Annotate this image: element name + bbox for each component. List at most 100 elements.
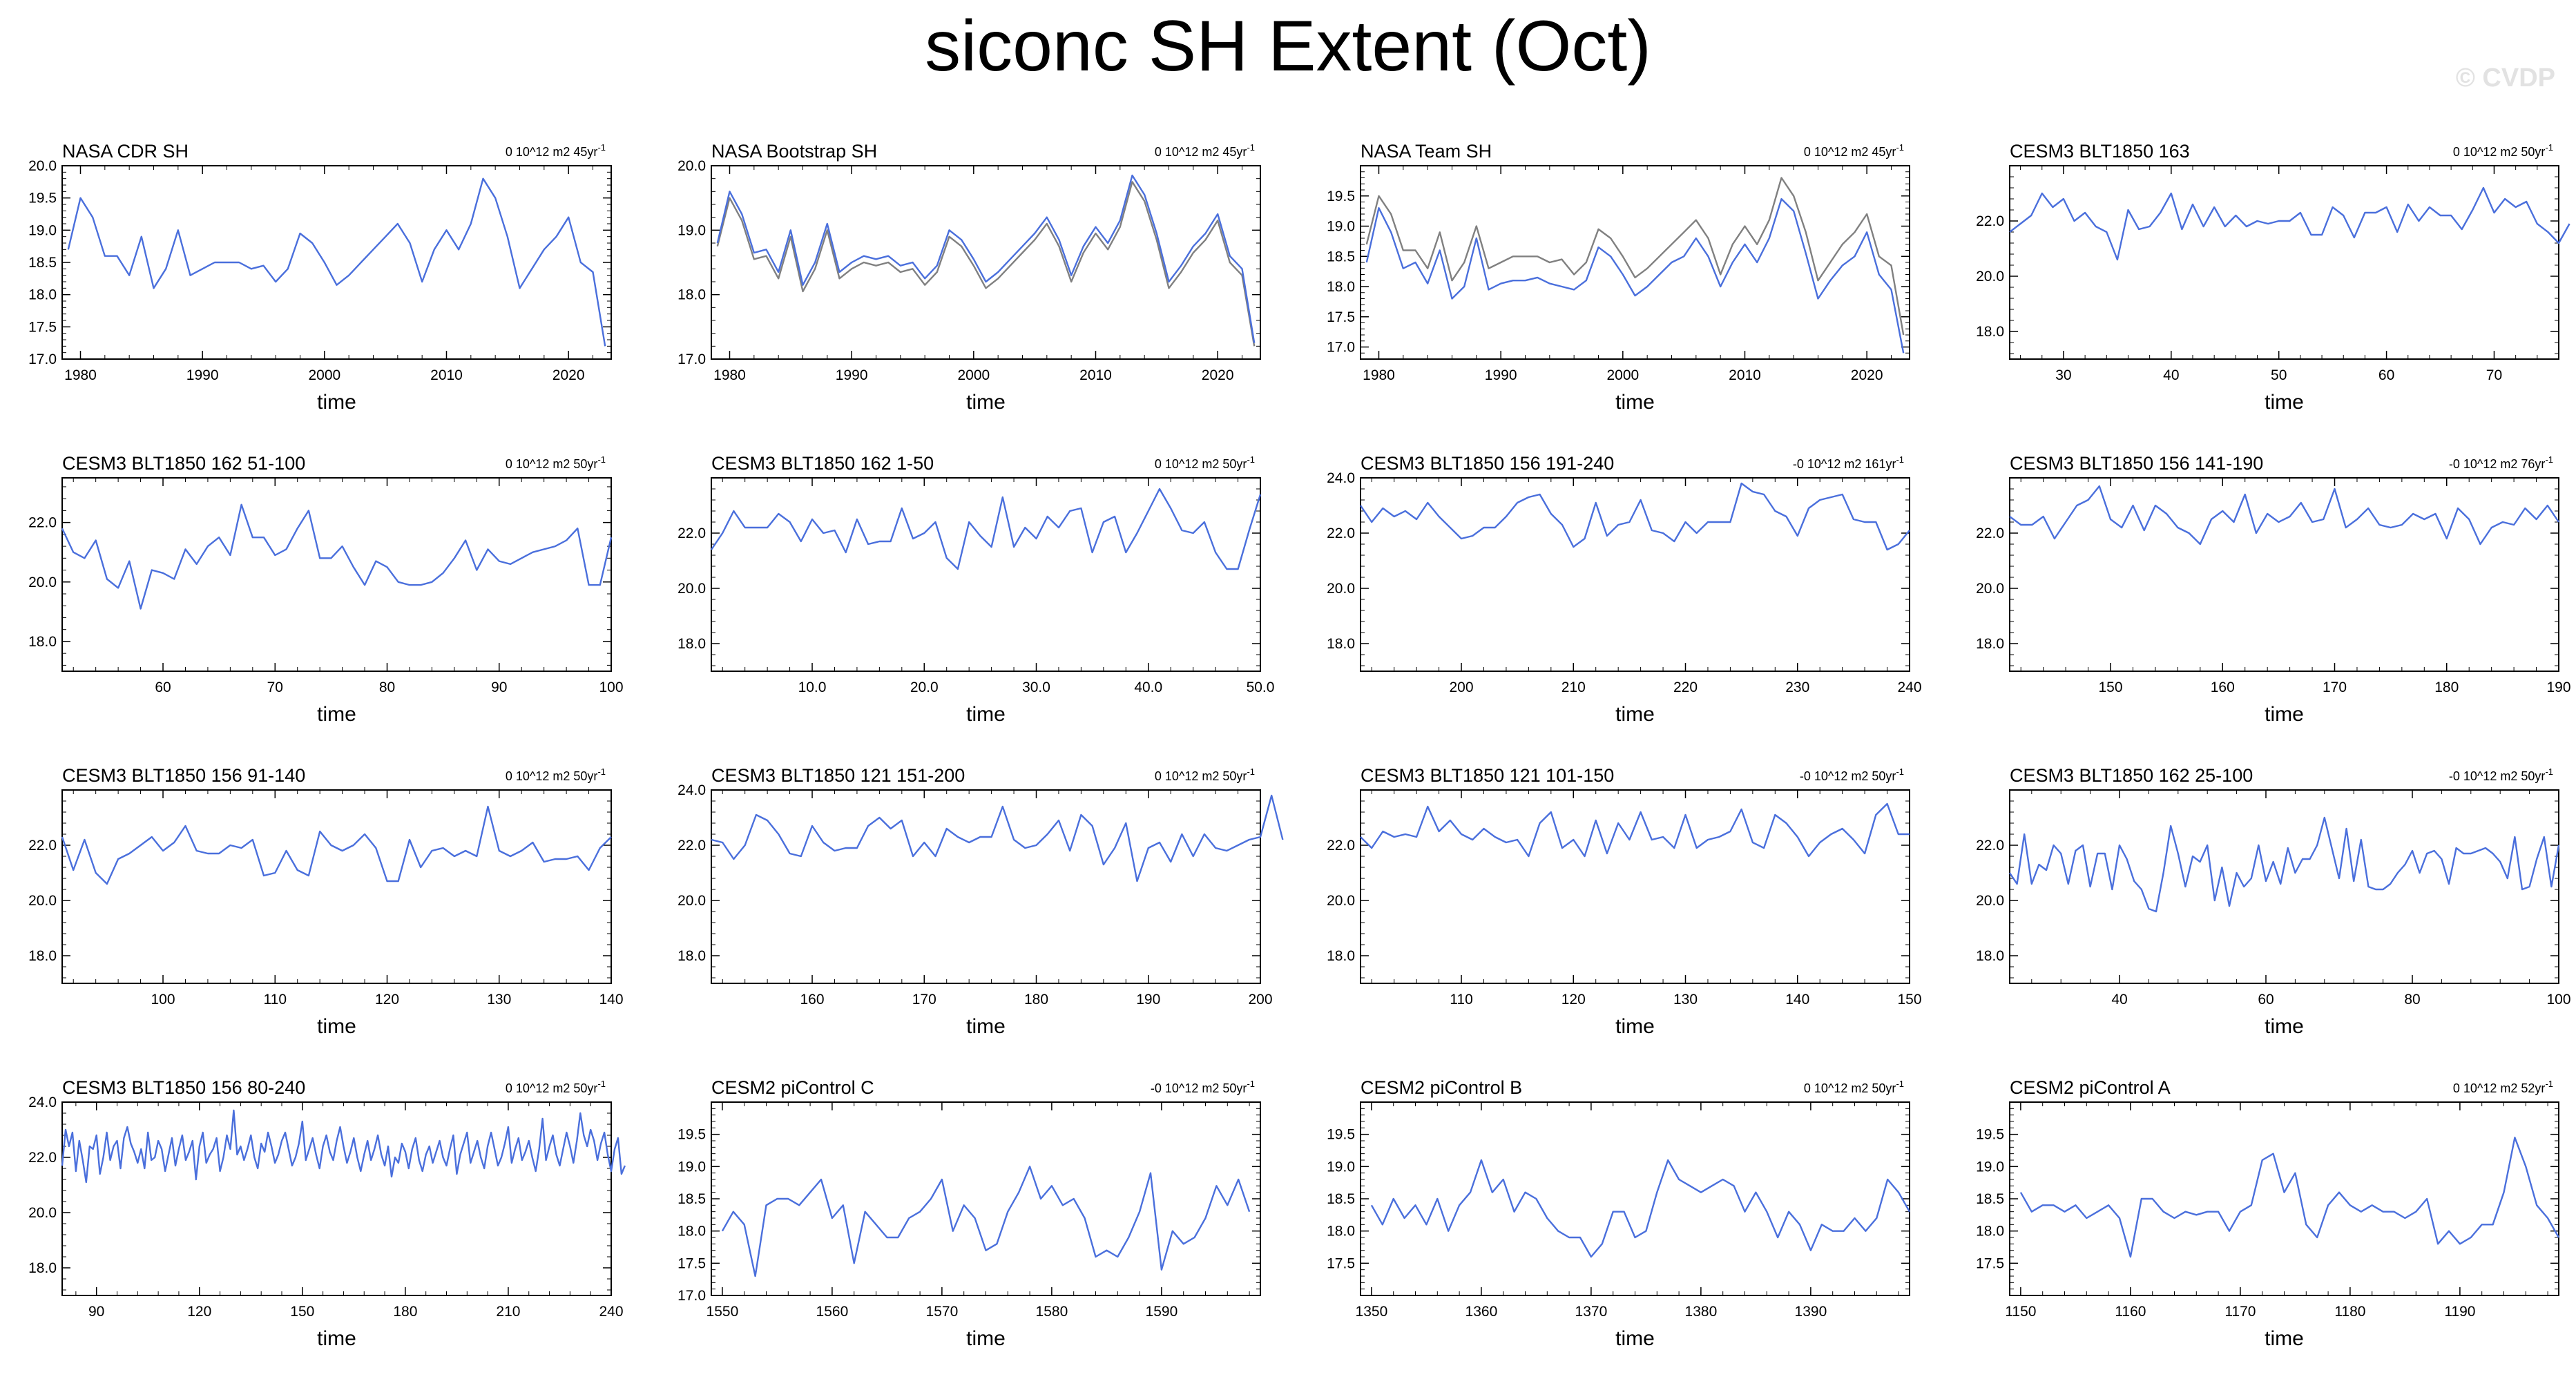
panel-title: CESM2 piControl B [1361, 1077, 1522, 1098]
x-tick-label: 1990 [186, 367, 219, 383]
x-axis-label: time [1615, 1327, 1655, 1350]
panel-trend: -0 10^12 m2 76yr-1 [2449, 454, 2553, 471]
x-axis-label: time [1615, 1015, 1655, 1038]
x-tick-label: 2010 [430, 367, 463, 383]
panel-trend: 0 10^12 m2 50yr-1 [1804, 1079, 1904, 1095]
chart-panel: CESM3 BLT1850 162 1-50 0 10^12 m2 50yr-1 1… [649, 436, 1298, 740]
panel-svg: CESM3 BLT1850 121 151-200 0 10^12 m2 50yr… [677, 765, 1284, 1038]
panel-title: CESM3 BLT1850 156 80-240 [62, 1077, 305, 1098]
panel-svg: CESM2 piControl A 0 10^12 m2 52yr-1 17.5 18… [1976, 1077, 2560, 1350]
y-tick-label: 19.5 [1976, 1127, 2004, 1143]
trend-exponent: -1 [2545, 142, 2553, 153]
panel-trend: 0 10^12 m2 45yr-1 [506, 142, 606, 159]
panel-svg: CESM3 BLT1850 156 141-190 -0 10^12 m2 76y… [1976, 453, 2570, 726]
y-tick-label: 19.0 [677, 1159, 706, 1175]
x-tick-label: 200 [1449, 679, 1473, 695]
x-tick-label: 1590 [1146, 1304, 1178, 1320]
chart-panel: CESM3 BLT1850 156 141-190 -0 10^12 m2 76y… [1948, 436, 2576, 740]
series-line [1365, 197, 1905, 354]
series-line [61, 805, 612, 885]
trend-exponent: -1 [597, 454, 606, 465]
x-axis-label: time [966, 1015, 1006, 1038]
trend-exponent: -1 [1896, 767, 1904, 777]
x-tick-label: 240 [599, 1304, 623, 1320]
x-axis-label: time [317, 703, 356, 726]
x-tick-label: 1580 [1036, 1304, 1068, 1320]
y-tick-label: 18.0 [1976, 948, 2004, 964]
panel-svg: CESM3 BLT1850 163 0 10^12 m2 50yr-1 18.0 20… [1976, 141, 2570, 414]
panel-trend: 0 10^12 m2 52yr-1 [2453, 1079, 2553, 1095]
series-line [67, 177, 606, 347]
series-line [2009, 485, 2559, 546]
y-tick-label: 20.0 [28, 158, 57, 174]
y-tick-label: 19.0 [28, 222, 57, 238]
x-tick-label: 230 [1785, 679, 1809, 695]
x-tick-label: 1550 [707, 1304, 739, 1320]
y-tick-label: 20.0 [1327, 893, 1355, 909]
x-tick-label: 2020 [552, 367, 585, 383]
y-tick-label: 17.5 [1327, 1255, 1355, 1271]
obs-series-line [1365, 177, 1905, 336]
trend-value: 0 10^12 m2 50yr [506, 1081, 598, 1095]
plot-frame [2009, 789, 2559, 984]
panel-trend: 0 10^12 m2 50yr-1 [506, 454, 606, 471]
x-tick-label: 150 [290, 1304, 314, 1320]
y-tick-label: 18.0 [28, 287, 57, 303]
y-tick-label: 18.0 [28, 634, 57, 650]
panel-title: CESM3 BLT1850 121 151-200 [711, 765, 965, 786]
panel-title: CESM3 BLT1850 162 25-100 [2010, 765, 2253, 786]
trend-exponent: -1 [2545, 767, 2553, 777]
y-tick-label: 17.5 [1976, 1255, 2004, 1271]
x-tick-label: 60 [155, 679, 171, 695]
panel-trend: -0 10^12 m2 50yr-1 [1800, 767, 1904, 783]
panel-title: CESM3 BLT1850 162 1-50 [711, 453, 934, 474]
x-tick-label: 60 [2258, 992, 2274, 1008]
plot-frame [1360, 477, 1910, 672]
plot-frame [711, 1101, 1261, 1296]
y-tick-label: 20.0 [1327, 581, 1355, 597]
panel-svg: CESM3 BLT1850 156 191-240 -0 10^12 m2 161… [1327, 453, 1921, 726]
y-tick-label: 22.0 [1976, 213, 2004, 229]
trend-value: 0 10^12 m2 50yr [506, 457, 598, 471]
x-axis-label: time [317, 1015, 356, 1038]
y-tick-label: 17.5 [677, 1255, 706, 1271]
y-tick-label: 22.0 [28, 1150, 57, 1166]
panel-title: CESM3 BLT1850 156 91-140 [62, 765, 305, 786]
trend-value: -0 10^12 m2 50yr [1151, 1081, 1247, 1095]
x-tick-label: 130 [1673, 992, 1698, 1008]
x-tick-label: 40.0 [1134, 679, 1162, 695]
trend-exponent: -1 [597, 142, 606, 153]
panel-trend: -0 10^12 m2 50yr-1 [2449, 767, 2553, 783]
panel-title: NASA Team SH [1361, 141, 1492, 162]
series-line [61, 1109, 626, 1184]
series-line [2019, 1137, 2560, 1258]
trend-value: -0 10^12 m2 161yr [1793, 457, 1896, 471]
plot-frame [1360, 1101, 1910, 1296]
x-tick-label: 240 [1897, 679, 1921, 695]
y-tick-label: 18.0 [1976, 636, 2004, 652]
y-tick-label: 18.5 [1976, 1191, 2004, 1207]
panel-svg: CESM3 BLT1850 121 101-150 -0 10^12 m2 50y… [1327, 765, 1921, 1038]
y-tick-label: 20.0 [677, 158, 706, 174]
panel-title: CESM3 BLT1850 163 [2010, 141, 2190, 162]
panel-trend: -0 10^12 m2 50yr-1 [1151, 1079, 1255, 1095]
trend-value: 0 10^12 m2 45yr [506, 145, 598, 159]
x-axis-label: time [1615, 391, 1655, 414]
x-tick-label: 140 [599, 992, 623, 1008]
y-tick-label: 22.0 [677, 838, 706, 854]
x-tick-label: 180 [1024, 992, 1048, 1008]
y-tick-label: 18.0 [1327, 1224, 1355, 1240]
x-tick-label: 100 [599, 679, 623, 695]
x-tick-label: 180 [2434, 679, 2459, 695]
panel-trend: 0 10^12 m2 50yr-1 [1155, 454, 1255, 471]
x-tick-label: 90 [491, 679, 507, 695]
panel-trend: -0 10^12 m2 161yr-1 [1793, 454, 1904, 471]
x-tick-label: 110 [264, 992, 287, 1008]
x-tick-label: 1190 [2444, 1304, 2475, 1320]
x-tick-label: 210 [496, 1304, 520, 1320]
trend-value: 0 10^12 m2 50yr [1155, 457, 1247, 471]
x-tick-label: 10.0 [798, 679, 827, 695]
y-tick-label: 17.0 [28, 351, 57, 367]
trend-exponent: -1 [1247, 1079, 1255, 1089]
